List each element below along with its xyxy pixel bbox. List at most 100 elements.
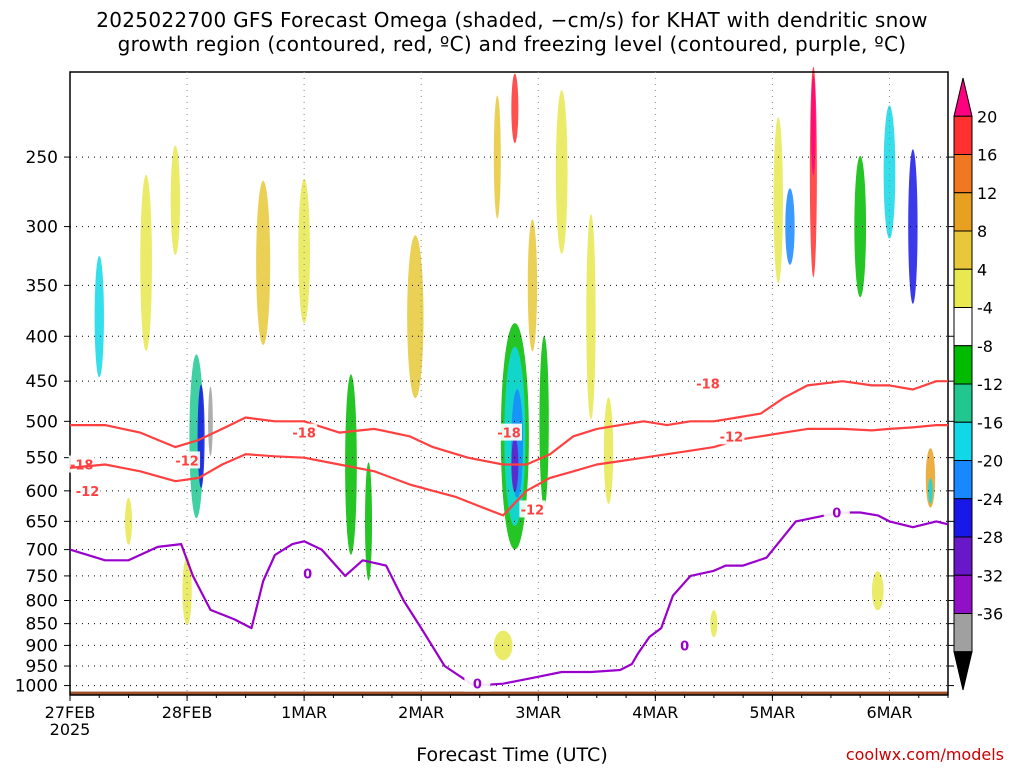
colorbar-label: 20 <box>977 107 997 126</box>
colorbar-label: 12 <box>977 184 997 203</box>
omega-blob <box>493 95 501 219</box>
y-tick-label: 900 <box>26 636 58 656</box>
contour-label-bg <box>519 500 546 518</box>
contour-label: -12 <box>521 503 545 518</box>
contour-line <box>70 380 948 466</box>
y-tick-label: 950 <box>26 657 58 677</box>
contour-label: -18 <box>696 378 720 393</box>
contour--18: -18-18 -18-18 <box>68 374 948 474</box>
x-tick-label: 28FEB <box>162 703 213 722</box>
colorbar-label: -24 <box>977 490 1003 509</box>
colorbar-segment <box>953 154 973 194</box>
colorbar: 20 16 12 8 4 -4 -8 -12 -16 -20 -24 -28 -32 -36 <box>953 77 1003 691</box>
colorbar-segment <box>953 115 973 155</box>
y-tick-label: 700 <box>26 541 58 561</box>
omega-blob <box>197 384 205 488</box>
omega-blob <box>555 90 568 254</box>
contour-label: -12 <box>720 430 744 445</box>
ground-strip <box>70 691 948 695</box>
y-tick-label: 450 <box>26 372 58 392</box>
credit-label: coolwx.com/models <box>845 745 1004 764</box>
colorbar-label: -28 <box>977 528 1003 547</box>
omega-blob <box>710 610 718 638</box>
omega-blob <box>493 630 513 661</box>
omega-blob <box>603 397 614 504</box>
omega-blob <box>256 180 271 346</box>
contour-label-bg <box>671 636 698 654</box>
y-tick-label: 500 <box>26 412 58 432</box>
colorbar-segment <box>953 613 973 653</box>
colorbar-label: -20 <box>977 452 1003 471</box>
contour-label: 0 <box>473 678 482 693</box>
omega-blob <box>883 105 896 239</box>
colorbar-label: -32 <box>977 566 1003 585</box>
omega-blob <box>125 497 133 545</box>
omega-blob <box>511 73 519 144</box>
colorbar-label: -16 <box>977 413 1003 432</box>
y-tick-label: 550 <box>26 449 58 469</box>
y-tick-label: 1000 <box>15 677 58 697</box>
contour-label-bg <box>496 423 522 441</box>
omega-blob <box>182 556 192 626</box>
omega-blob <box>773 117 783 284</box>
omega-blob <box>140 174 152 352</box>
colorbar-segment <box>953 192 973 232</box>
y-tick-label: 850 <box>26 615 58 635</box>
omega-blob <box>365 462 373 581</box>
contour-label-bg <box>695 374 722 392</box>
omega-blob <box>811 75 816 176</box>
omega-blob <box>94 255 104 378</box>
x-tick-label: 4MAR <box>632 703 678 722</box>
contour-label-bg <box>823 503 850 521</box>
omega-blob <box>871 571 884 611</box>
y-tick-label: 800 <box>26 592 58 612</box>
colorbar-label: 16 <box>977 146 997 165</box>
colorbar-segment <box>953 307 973 347</box>
x-tick-label: 27FEB <box>45 703 96 722</box>
colorbar-segment <box>953 383 973 423</box>
colorbar-segment <box>953 268 973 308</box>
omega-blob <box>854 155 867 298</box>
contour-label-bg <box>464 674 491 692</box>
colorbar-label: 8 <box>977 222 987 241</box>
x-tick-label: 5MAR <box>749 703 795 722</box>
colorbar-label: -36 <box>977 605 1003 624</box>
x-tick-label: 2MAR <box>398 703 444 722</box>
contour-label: 0 <box>832 506 841 521</box>
colorbar-label: -8 <box>977 337 993 356</box>
contour--12: -12 -12 -12 -12 <box>69 424 948 518</box>
contour-label-bg <box>174 451 201 469</box>
y-axis: 2503003504004505005506006507007508008509… <box>15 148 954 697</box>
x-tick-label: 1MAR <box>281 703 327 722</box>
contour-0: 0 0 0 0 <box>69 503 949 693</box>
contour-label-bg <box>718 427 745 445</box>
omega-blob <box>298 178 310 324</box>
colorbar-segment <box>953 460 973 500</box>
chart-title-line1: 2025022700 GFS Forecast Omega (shaded, −… <box>96 8 928 32</box>
contour-label: 0 <box>680 639 689 654</box>
colorbar-label: 4 <box>977 260 987 279</box>
omega-blob <box>407 235 424 399</box>
contour-label: -18 <box>292 427 316 442</box>
contour-line <box>69 424 948 517</box>
omega-blob <box>170 145 181 256</box>
colorbar-segment <box>953 498 973 538</box>
contour-line <box>69 511 949 687</box>
colorbar-arrow-bottom <box>953 651 973 691</box>
omega-blob <box>908 149 918 304</box>
colorbar-arrow-top <box>953 77 973 117</box>
x-year-label: 2025 <box>50 720 91 739</box>
omega-blob <box>785 188 795 265</box>
y-tick-label: 250 <box>26 148 58 168</box>
contour-label-bg <box>291 423 318 441</box>
chart-title-line2: growth region (contoured, red, ºC) and f… <box>117 32 907 56</box>
omega-blob <box>925 448 936 508</box>
x-axis-label: Forecast Time (UTC) <box>416 744 608 766</box>
omega-shading <box>94 66 936 661</box>
omega-blob <box>345 374 357 555</box>
omega-blob <box>928 478 933 504</box>
colorbar-segment <box>953 230 973 270</box>
y-tick-label: 300 <box>26 218 58 238</box>
y-tick-label: 400 <box>26 327 58 347</box>
